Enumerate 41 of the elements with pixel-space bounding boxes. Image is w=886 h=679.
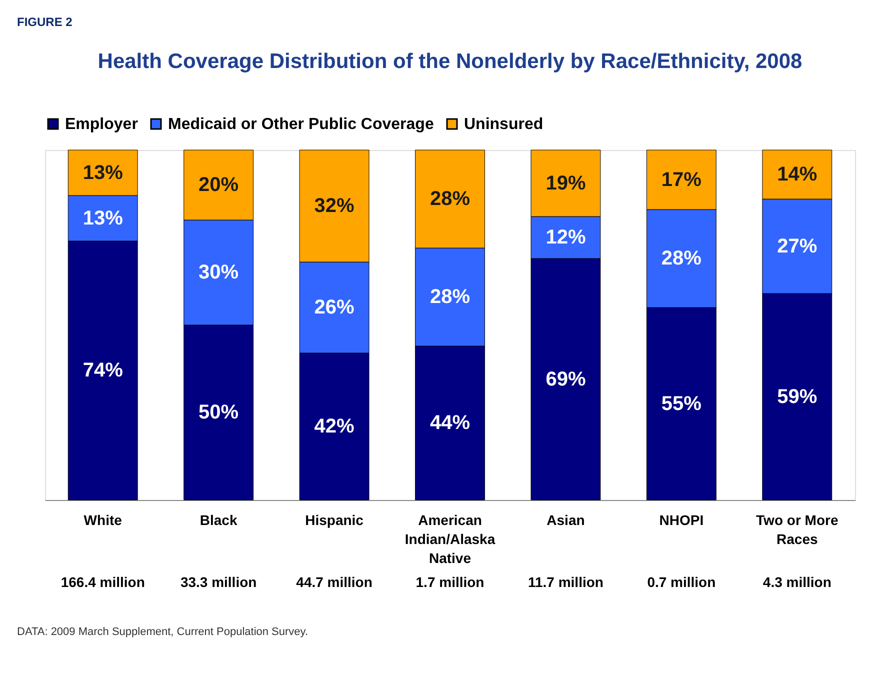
- text: 33.3 million: [180, 574, 257, 590]
- data-label: 50%: [198, 402, 239, 424]
- data-label: 13%: [82, 207, 124, 230]
- data-label: 13%: [82, 162, 124, 184]
- text: 44.7 million: [296, 574, 372, 590]
- data-label: 59%: [777, 386, 818, 408]
- data-label: 27%: [777, 235, 818, 258]
- x-tick-label: Black: [200, 512, 238, 528]
- text: 166.4 million: [60, 574, 145, 590]
- data-label: 17%: [661, 168, 702, 191]
- data-label: 28%: [430, 188, 470, 210]
- x-tick-label: NHOPI: [659, 512, 704, 528]
- data-label: 14%: [777, 164, 818, 186]
- data-label: 55%: [661, 392, 702, 415]
- x-tick-label: Asian: [546, 512, 585, 528]
- x-tick-label: American Indian/Alaska Native: [404, 512, 496, 566]
- legend-label: Medicaid or Other Public Coverage: [168, 116, 434, 133]
- data-label: 30%: [198, 262, 239, 284]
- data-label: 42%: [314, 416, 355, 438]
- x-tick-label: Hispanic: [305, 512, 364, 528]
- text: 4.3 million: [762, 574, 832, 590]
- data-label: 44%: [430, 412, 470, 434]
- text: DATA: 2009 March Supplement, Current Population Survey.: [17, 626, 308, 638]
- caption: FIGURE 2: [17, 15, 73, 29]
- data-label: 74%: [82, 360, 124, 382]
- data-label: 32%: [314, 195, 355, 217]
- data-label: 28%: [430, 286, 470, 308]
- data-label: 19%: [546, 172, 586, 194]
- data-label: 69%: [546, 368, 586, 390]
- chart-title: Health Coverage Distribution of the Nonelderly by Race/Ethnicity, 2008: [98, 50, 803, 73]
- data-label: 26%: [314, 296, 355, 318]
- data-label: 20%: [198, 174, 239, 196]
- text: 0.7 million: [647, 574, 716, 590]
- text: 1.7 million: [416, 574, 484, 590]
- x-tick-label: White: [84, 512, 122, 528]
- legend-label: Uninsured: [464, 116, 544, 133]
- data-label: 12%: [546, 226, 586, 248]
- x-tick-label: Two or More Races: [756, 512, 838, 547]
- legend-label: Employer: [65, 116, 138, 133]
- data-label: 28%: [661, 248, 702, 270]
- text: 11.7 million: [528, 574, 604, 590]
